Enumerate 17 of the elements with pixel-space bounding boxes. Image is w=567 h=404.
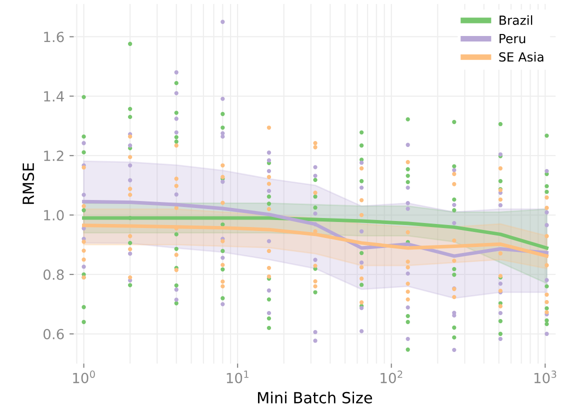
x-tick-label: 10$^{0}$ [73,370,95,384]
x-tick-label: 10$^{2}$ [380,370,402,384]
x-tick-label: 10$^{1}$ [226,370,248,384]
y-tick-label: 0.8 [44,269,64,280]
y-axis-title: RMSE [22,163,34,204]
legend-label: SE Asia [499,52,544,62]
legend-label: Brazil [500,15,532,25]
y-tick-label: 0.6 [44,328,64,340]
legend-label: Peru [500,34,526,44]
y-tick-label: 1.4 [44,91,64,102]
line-series [82,224,548,258]
y-tick-label: 1.2 [44,150,64,161]
y-tick-label: 1.6 [44,32,64,42]
line-series [82,216,548,250]
y-tick-label: 1.0 [44,210,64,220]
x-axis-title: Mini Batch Size [258,392,372,404]
x-tick-label: 10$^{3}$ [534,370,556,384]
